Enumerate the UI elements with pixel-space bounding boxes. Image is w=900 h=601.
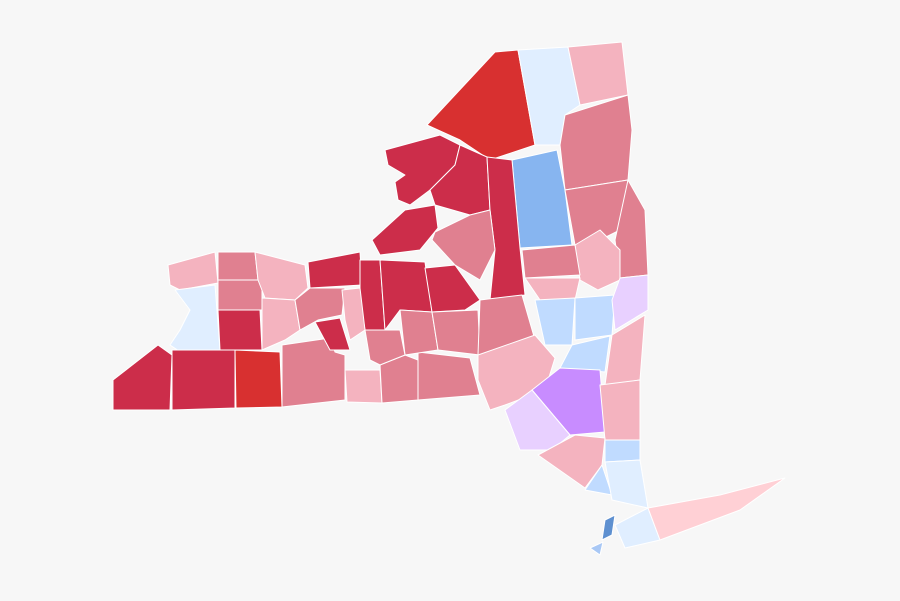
county [431, 309, 481, 356]
county [171, 349, 236, 411]
county [584, 464, 613, 496]
county [589, 541, 604, 556]
county [417, 351, 481, 401]
county [364, 329, 406, 366]
county [261, 297, 301, 351]
county [344, 369, 383, 404]
county [604, 439, 641, 463]
county [112, 344, 173, 411]
county [599, 379, 641, 441]
county [647, 477, 786, 541]
county [574, 294, 616, 341]
county [521, 244, 581, 279]
county [537, 434, 606, 489]
county [294, 287, 346, 331]
county [341, 287, 366, 341]
county [424, 264, 481, 313]
county [611, 274, 649, 331]
county [217, 251, 259, 281]
county [234, 349, 283, 409]
county [384, 134, 461, 206]
county [431, 209, 496, 281]
county [564, 179, 629, 246]
county [371, 204, 439, 256]
county [314, 317, 351, 351]
county [217, 309, 263, 351]
county [217, 279, 263, 311]
county [601, 514, 616, 541]
county [559, 335, 611, 373]
